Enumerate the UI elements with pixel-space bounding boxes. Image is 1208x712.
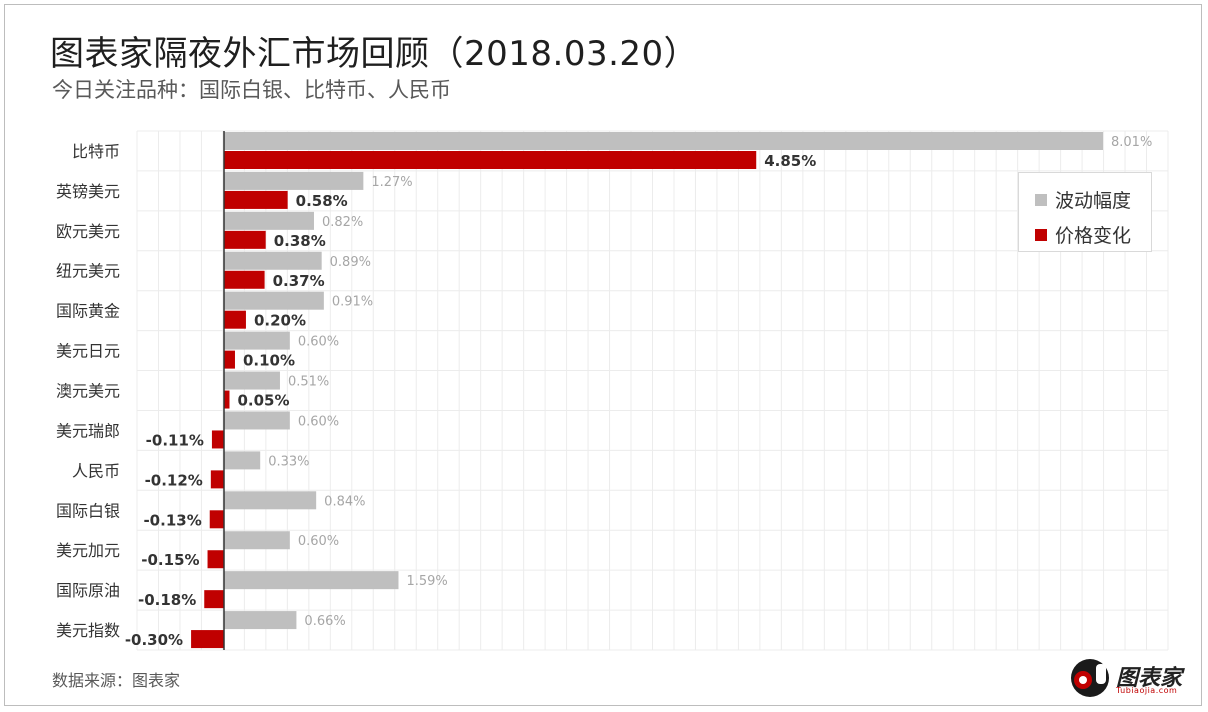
- category-label: 欧元美元: [56, 222, 120, 241]
- legend-item-change: 价格变化: [1035, 221, 1131, 248]
- volatility-data-label: 0.51%: [288, 375, 329, 390]
- change-data-label: -0.13%: [143, 511, 201, 529]
- volatility-bar: [224, 531, 290, 550]
- volatility-data-label: 0.82%: [322, 215, 363, 230]
- legend-label-volatility: 波动幅度: [1055, 190, 1132, 212]
- change-bar: [209, 510, 224, 529]
- volatility-data-label: 0.60%: [298, 335, 339, 350]
- volatility-bar: [224, 451, 261, 470]
- change-bar: [210, 470, 224, 489]
- volatility-data-label: 0.91%: [332, 295, 373, 310]
- volatility-data-label: 0.89%: [330, 255, 371, 270]
- change-bar: [207, 550, 224, 569]
- change-data-label: -0.15%: [141, 551, 199, 569]
- category-label: 英镑美元: [56, 182, 120, 201]
- volatility-data-label: 0.84%: [324, 494, 365, 509]
- change-data-label: -0.30%: [125, 631, 183, 649]
- volatility-bar: [224, 411, 290, 430]
- category-label: 人民币: [72, 461, 120, 480]
- change-bar: [224, 390, 230, 409]
- change-bar: [204, 590, 224, 609]
- legend-swatch-change: [1035, 228, 1047, 241]
- category-label: 纽元美元: [56, 262, 120, 281]
- change-data-label: 0.10%: [243, 352, 295, 370]
- logo-subtext: Tubiaojia.com: [1116, 686, 1178, 695]
- volatility-data-label: 8.01%: [1111, 135, 1152, 150]
- category-label: 国际黄金: [56, 302, 120, 321]
- change-bar: [191, 630, 224, 649]
- volatility-data-label: 0.60%: [298, 534, 339, 549]
- volatility-bar: [224, 371, 280, 390]
- change-bar: [211, 430, 224, 449]
- logo-text: 图表家: [1116, 665, 1183, 691]
- change-data-label: 0.38%: [274, 232, 326, 250]
- change-data-label: -0.18%: [138, 591, 196, 609]
- change-data-label: -0.12%: [145, 471, 203, 489]
- category-label: 美元加元: [56, 541, 120, 560]
- volatility-data-label: 0.60%: [298, 414, 339, 429]
- change-data-label: 0.58%: [296, 192, 348, 210]
- volatility-bar: [224, 251, 322, 270]
- change-data-label: -0.11%: [146, 431, 204, 449]
- category-label: 国际白银: [56, 501, 120, 520]
- change-bar: [224, 310, 246, 329]
- volatility-data-label: 0.66%: [304, 614, 345, 629]
- change-bar: [224, 230, 266, 249]
- category-label: 美元日元: [56, 342, 120, 361]
- volatility-bar: [224, 571, 399, 590]
- category-label: 美元瑞郎: [56, 421, 120, 440]
- volatility-data-label: 0.33%: [268, 454, 309, 469]
- category-label: 澳元美元: [56, 382, 120, 401]
- category-label: 比特币: [72, 142, 120, 161]
- logo-icon: [1071, 659, 1109, 697]
- data-source: 数据来源：图表家: [52, 671, 181, 690]
- volatility-bar: [224, 171, 364, 190]
- category-label: 美元指数: [56, 621, 120, 640]
- volatility-data-label: 1.59%: [406, 574, 447, 589]
- change-bar: [224, 151, 757, 169]
- category-label: 国际原油: [56, 581, 120, 600]
- change-bar: [224, 270, 265, 289]
- volatility-bar: [224, 491, 317, 510]
- volatility-bar: [224, 132, 1103, 150]
- change-bar: [224, 350, 235, 369]
- volatility-bar: [224, 291, 324, 310]
- volatility-bar: [224, 611, 297, 630]
- change-data-label: 0.20%: [254, 312, 306, 330]
- legend: 波动幅度 价格变化: [1018, 172, 1152, 252]
- volatility-data-label: 1.27%: [371, 175, 412, 190]
- change-data-label: 0.05%: [237, 392, 289, 410]
- volatility-bar: [224, 331, 290, 350]
- change-bar: [224, 190, 288, 209]
- chart-subtitle: 今日关注品种：国际白银、比特币、人民币: [52, 78, 451, 102]
- chart-title: 图表家隔夜外汇市场回顾（2018.03.20）: [50, 34, 699, 74]
- change-data-label: 4.85%: [764, 152, 816, 170]
- volatility-bar: [224, 211, 314, 230]
- change-data-label: 0.37%: [273, 272, 325, 290]
- legend-swatch-volatility: [1035, 193, 1047, 206]
- legend-label-change: 价格变化: [1055, 225, 1132, 247]
- legend-item-volatility: 波动幅度: [1035, 186, 1131, 213]
